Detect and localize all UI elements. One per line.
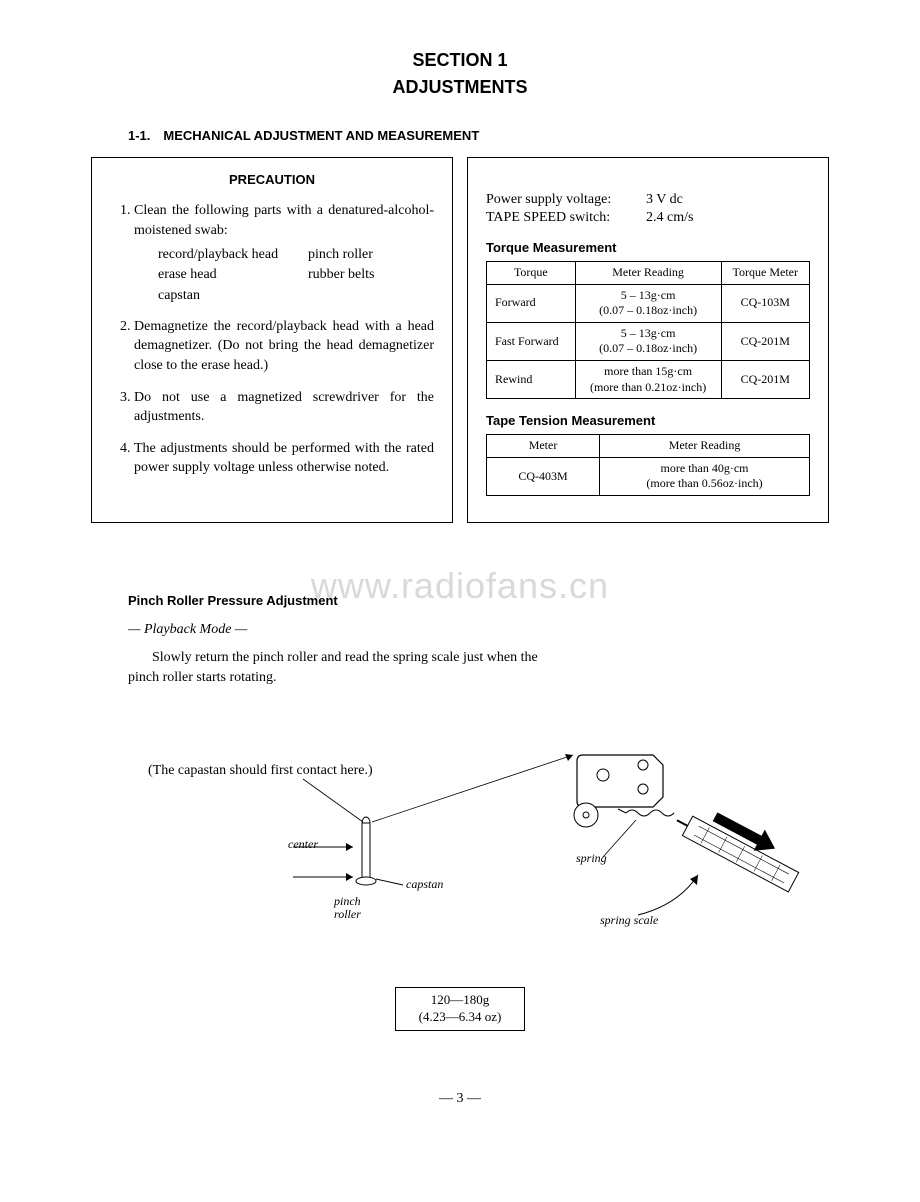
- precaution-text: Clean the following parts with a denatur…: [134, 203, 434, 238]
- pinch-heading: Pinch Roller Pressure Adjustment: [128, 593, 870, 608]
- section-subtitle: ADJUSTMENTS: [50, 77, 870, 98]
- table-row: Forward 5 – 13g·cm(0.07 – 0.18oz·inch) C…: [487, 284, 810, 322]
- th-meter: Meter: [487, 435, 600, 458]
- table-row: Rewind more than 15g·cm(more than 0.21oz…: [487, 360, 810, 398]
- diagram-svg: [128, 727, 888, 967]
- torque-table: Torque Meter Reading Torque Meter Forwar…: [486, 261, 810, 399]
- label-pinch-roller: pinch roller: [334, 895, 374, 921]
- th-reading: Meter Reading: [600, 435, 810, 458]
- label-spring-scale: spring scale: [600, 913, 658, 928]
- diagram-area: (The capastan should first contact here.…: [128, 727, 792, 987]
- precaution-item: Do not use a magnetized screwdriver for …: [134, 388, 434, 427]
- precaution-box: PRECAUTION Clean the following parts wit…: [91, 157, 453, 523]
- part-cell: capstan: [158, 287, 308, 305]
- table-row: Meter Meter Reading: [487, 435, 810, 458]
- precaution-list: Clean the following parts with a denatur…: [110, 201, 434, 478]
- spec-line: Power supply voltage: 3 V dc: [486, 192, 810, 208]
- ts-label: TAPE SPEED switch:: [486, 210, 646, 226]
- measurement-box: Power supply voltage: 3 V dc TAPE SPEED …: [467, 157, 829, 523]
- heading-1-1: 1-1. MECHANICAL ADJUSTMENT AND MEASUREME…: [128, 128, 870, 143]
- td-meter: CQ-103M: [721, 284, 810, 322]
- td-meter: CQ-403M: [487, 457, 600, 495]
- label-capstan: capstan: [406, 877, 443, 892]
- table-row: Fast Forward 5 – 13g·cm(0.07 – 0.18oz·in…: [487, 322, 810, 360]
- two-column-row: PRECAUTION Clean the following parts wit…: [50, 157, 870, 523]
- td-reading: 5 – 13g·cm(0.07 – 0.18oz·inch): [575, 284, 721, 322]
- td-meter: CQ-201M: [721, 322, 810, 360]
- th-meter: Torque Meter: [721, 262, 810, 285]
- label-center: center: [288, 837, 318, 852]
- th-torque: Torque: [487, 262, 576, 285]
- value-line1: 120—180g: [431, 992, 490, 1007]
- td-meter: CQ-201M: [721, 360, 810, 398]
- page-number: — 3 —: [50, 1091, 870, 1107]
- torque-heading: Torque Measurement: [486, 240, 810, 255]
- part-cell: [308, 287, 434, 305]
- td-torque: Forward: [487, 284, 576, 322]
- table-row: Torque Meter Reading Torque Meter: [487, 262, 810, 285]
- td-reading: more than 40g·cm(more than 0.56oz·inch): [600, 457, 810, 495]
- td-reading: 5 – 13g·cm(0.07 – 0.18oz·inch): [575, 322, 721, 360]
- pinch-text: Slowly return the pinch roller and read …: [128, 648, 548, 687]
- psv-value: 3 V dc: [646, 192, 810, 208]
- ts-value: 2.4 cm/s: [646, 210, 810, 226]
- psv-label: Power supply voltage:: [486, 192, 646, 208]
- precaution-item: Demagnetize the record/playback head wit…: [134, 317, 434, 376]
- spec-line: TAPE SPEED switch: 2.4 cm/s: [486, 210, 810, 226]
- precaution-item: Clean the following parts with a denatur…: [134, 201, 434, 305]
- td-reading: more than 15g·cm(more than 0.21oz·inch): [575, 360, 721, 398]
- part-cell: record/playback head: [158, 246, 308, 264]
- td-torque: Fast Forward: [487, 322, 576, 360]
- section-title: SECTION 1: [50, 50, 870, 71]
- tension-heading: Tape Tension Measurement: [486, 413, 810, 428]
- part-cell: erase head: [158, 266, 308, 284]
- table-row: CQ-403M more than 40g·cm(more than 0.56o…: [487, 457, 810, 495]
- th-reading: Meter Reading: [575, 262, 721, 285]
- td-torque: Rewind: [487, 360, 576, 398]
- value-line2: (4.23—6.34 oz): [419, 1009, 502, 1024]
- precaution-item: The adjustments should be performed with…: [134, 439, 434, 478]
- value-box: 120—180g (4.23—6.34 oz): [395, 987, 525, 1031]
- label-spring: spring: [576, 851, 607, 866]
- part-cell: rubber belts: [308, 266, 434, 284]
- tension-table: Meter Meter Reading CQ-403M more than 40…: [486, 434, 810, 496]
- precaution-title: PRECAUTION: [110, 172, 434, 187]
- playback-mode: — Playback Mode —: [128, 622, 870, 638]
- part-cell: pinch roller: [308, 246, 434, 264]
- parts-grid: record/playback head pinch roller erase …: [158, 246, 434, 305]
